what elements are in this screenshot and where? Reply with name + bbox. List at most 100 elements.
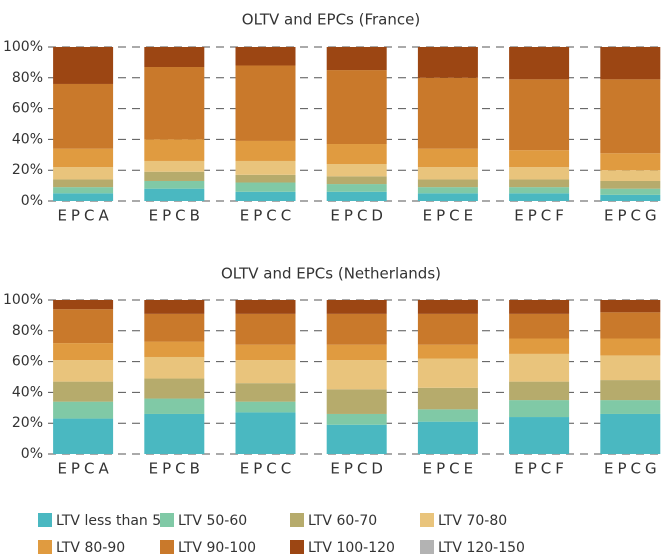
y-tick-label: 0% — [21, 446, 43, 462]
bar-segment — [509, 150, 570, 168]
bar-segment — [509, 417, 570, 454]
bar-segment — [326, 344, 387, 361]
bar-segment — [144, 180, 205, 189]
bar-segment — [600, 413, 661, 454]
bar-segment — [326, 47, 387, 71]
y-tick-label: 60% — [12, 354, 43, 370]
x-tick-label: EPCC — [240, 460, 295, 478]
bar-segment — [53, 418, 114, 454]
bar-segment — [53, 193, 114, 201]
bar-segment — [235, 47, 296, 66]
bar-segment — [235, 140, 296, 161]
x-tick-label: EPCE — [423, 207, 477, 225]
bar-segment — [509, 47, 570, 80]
legend-label: LTV 80-90 — [56, 540, 125, 556]
chart-title: OLTV and EPCs (France) — [242, 11, 420, 29]
bar-segment — [417, 47, 478, 78]
x-tick-label: EPCE — [423, 460, 477, 478]
legend-swatch — [38, 540, 52, 554]
bar-segment — [235, 300, 296, 314]
bar-segment — [144, 300, 205, 314]
bar-segment — [417, 300, 478, 314]
bar-segment — [53, 83, 114, 149]
bar-segment — [509, 300, 570, 314]
bar-segment — [509, 179, 570, 188]
bar-segment — [326, 184, 387, 192]
bar-segment — [326, 144, 387, 165]
bar-segment — [417, 193, 478, 201]
bar-segment — [509, 193, 570, 201]
bar-segment — [235, 160, 296, 175]
bar-segment — [417, 148, 478, 168]
bar-segment — [144, 171, 205, 181]
bar-segment — [600, 170, 661, 181]
bar-segment — [144, 378, 205, 399]
bar-segment — [144, 398, 205, 414]
bar-segment — [600, 338, 661, 356]
bar-segment — [326, 191, 387, 201]
y-tick-label: 20% — [12, 415, 43, 431]
x-tick-label: EPCF — [514, 460, 568, 478]
bar-segment — [53, 47, 114, 84]
bar-segment — [144, 160, 205, 172]
x-tick-label: EPCA — [57, 460, 112, 478]
bar-segment — [235, 65, 296, 141]
bar-segment — [235, 360, 296, 384]
x-tick-label: EPCD — [330, 207, 387, 225]
bar-segment — [144, 413, 205, 454]
bar-segment — [53, 360, 114, 382]
bar-segment — [53, 167, 114, 180]
bar-segment — [509, 338, 570, 354]
bar-segment — [235, 174, 296, 183]
bar-segment — [417, 179, 478, 188]
bar-segment — [326, 413, 387, 425]
bar-segment — [509, 381, 570, 401]
bar-segment — [326, 389, 387, 414]
legend-label: LTV 100-120 — [308, 540, 395, 556]
y-tick-label: 100% — [3, 292, 43, 308]
bar-segment — [235, 313, 296, 345]
bar-segment — [235, 401, 296, 413]
bar-segment — [235, 383, 296, 402]
bar-segment — [144, 341, 205, 357]
y-tick-label: 40% — [12, 131, 43, 147]
bar-segment — [144, 67, 205, 140]
bar-segment — [53, 381, 114, 402]
bar-segment — [326, 300, 387, 314]
bar-segment — [509, 167, 570, 180]
legend-swatch — [160, 513, 174, 527]
bar-segment — [326, 70, 387, 145]
bar-segment — [326, 164, 387, 177]
x-tick-label: EPCD — [330, 460, 387, 478]
bar-segment — [417, 187, 478, 194]
bar-segment — [600, 312, 661, 339]
legend-label: LTV less than 50 — [56, 513, 170, 529]
bar-segment — [235, 344, 296, 361]
bar-segment — [326, 176, 387, 185]
x-tick-label: EPCC — [240, 207, 295, 225]
bar-segment — [600, 47, 661, 80]
x-tick-label: EPCA — [57, 207, 112, 225]
bar-segment — [326, 360, 387, 390]
bar-segment — [144, 356, 205, 379]
bar-segment — [53, 343, 114, 361]
bar-segment — [53, 179, 114, 188]
legend-label: LTV 60-70 — [308, 513, 377, 529]
bar-segment — [417, 344, 478, 359]
bar-segment — [600, 194, 661, 201]
bar-segment — [600, 355, 661, 381]
legend-label: LTV 50-60 — [178, 513, 247, 529]
y-tick-label: 80% — [12, 70, 43, 86]
legend-swatch — [38, 513, 52, 527]
y-tick-label: 0% — [21, 193, 43, 209]
x-tick-label: EPCG — [604, 460, 661, 478]
bar-segment — [417, 387, 478, 410]
y-tick-label: 60% — [12, 101, 43, 117]
bar-segment — [53, 401, 114, 419]
bar-segment — [600, 380, 661, 401]
x-tick-label: EPCF — [514, 207, 568, 225]
bar-segment — [235, 412, 296, 454]
bar-segment — [53, 187, 114, 194]
bar-segment — [326, 424, 387, 454]
bar-segment — [53, 309, 114, 344]
